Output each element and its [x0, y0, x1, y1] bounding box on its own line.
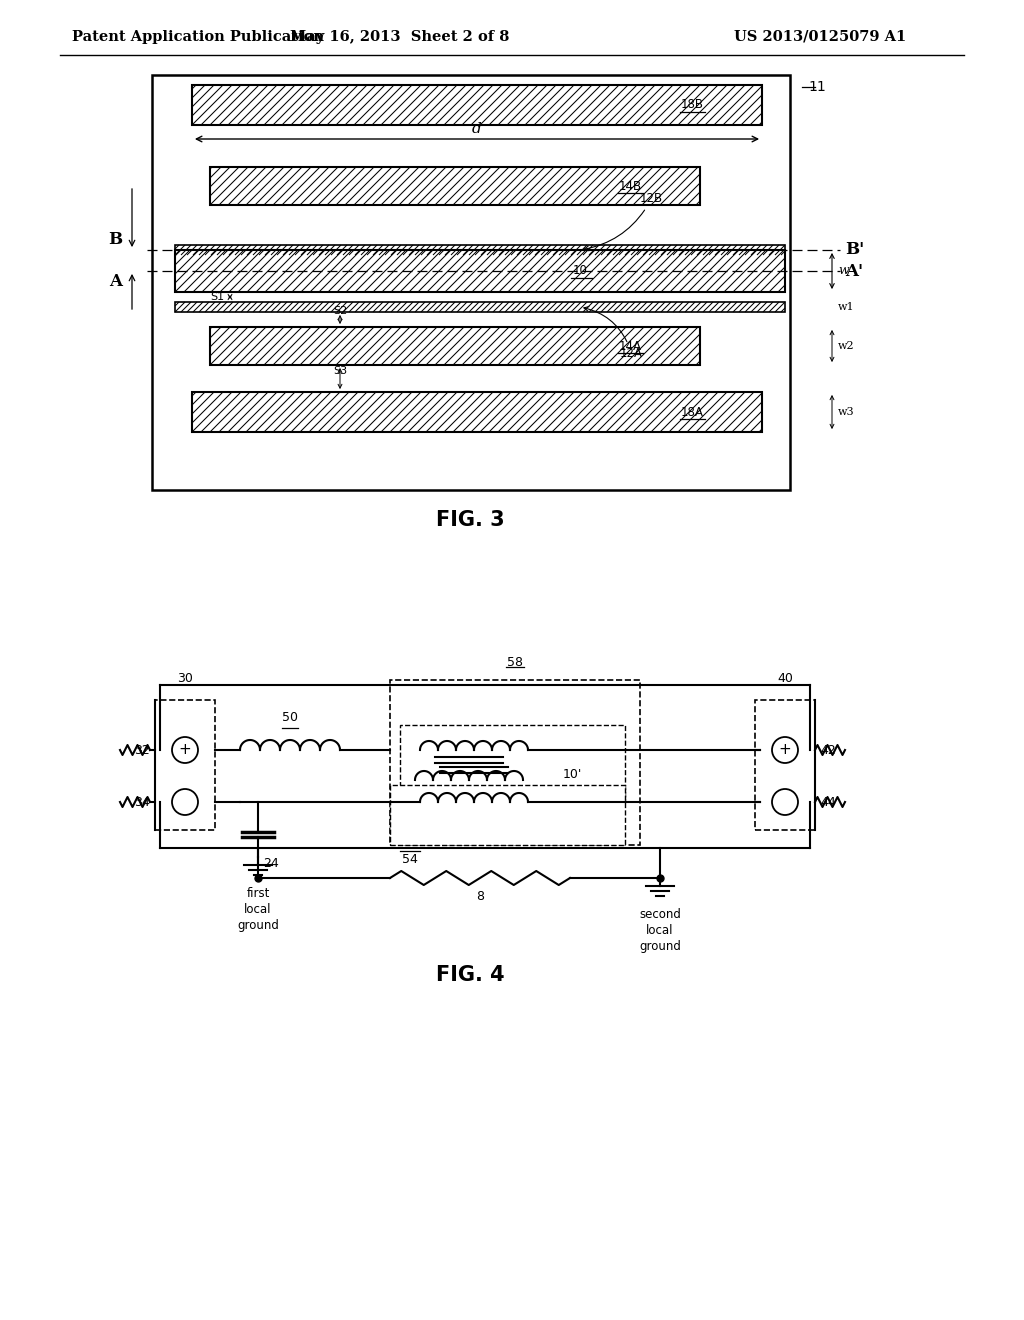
- Text: 58: 58: [507, 656, 523, 668]
- Bar: [175, 246, 785, 255]
- Text: B': B': [845, 242, 864, 259]
- Bar: [755, 700, 815, 830]
- Text: FIG. 3: FIG. 3: [435, 510, 504, 531]
- Text: 32: 32: [134, 743, 150, 756]
- Text: Patent Application Publication: Patent Application Publication: [72, 30, 324, 44]
- Text: S2: S2: [333, 306, 347, 317]
- Text: FIG. 4: FIG. 4: [435, 965, 504, 985]
- Text: 14A: 14A: [618, 339, 641, 352]
- Text: 40: 40: [777, 672, 793, 685]
- Bar: [390, 680, 640, 845]
- Text: first
local
ground: first local ground: [238, 887, 279, 932]
- Text: 42: 42: [820, 743, 836, 756]
- Text: w1: w1: [838, 302, 855, 312]
- Bar: [175, 302, 785, 312]
- Text: 12B: 12B: [584, 191, 664, 251]
- Text: 14B: 14B: [618, 180, 642, 193]
- Text: 14': 14': [568, 789, 587, 803]
- Bar: [175, 249, 785, 292]
- Bar: [390, 785, 625, 845]
- Bar: [210, 327, 700, 366]
- Bar: [210, 168, 700, 205]
- Text: B: B: [108, 231, 122, 248]
- Text: d: d: [472, 121, 482, 136]
- Text: S3: S3: [333, 366, 347, 375]
- Text: w3: w3: [838, 407, 855, 417]
- Text: 50: 50: [282, 711, 298, 723]
- Text: 10': 10': [563, 767, 583, 780]
- Bar: [193, 84, 762, 125]
- Text: US 2013/0125079 A1: US 2013/0125079 A1: [734, 30, 906, 44]
- Bar: [152, 75, 790, 490]
- Text: 24: 24: [263, 857, 279, 870]
- Text: A': A': [845, 263, 863, 280]
- Text: 10: 10: [572, 264, 588, 277]
- Text: A: A: [109, 272, 122, 289]
- Text: w2: w2: [838, 341, 855, 351]
- Text: 11: 11: [808, 81, 825, 94]
- Text: 8: 8: [476, 890, 484, 903]
- Text: S1: S1: [210, 292, 224, 302]
- Text: +: +: [178, 742, 191, 756]
- Text: May 16, 2013  Sheet 2 of 8: May 16, 2013 Sheet 2 of 8: [291, 30, 510, 44]
- Text: 30: 30: [177, 672, 193, 685]
- Bar: [400, 725, 625, 800]
- Text: w: w: [838, 264, 849, 277]
- Text: 18': 18': [568, 738, 588, 751]
- Text: 18B: 18B: [681, 99, 703, 111]
- Bar: [193, 392, 762, 432]
- Text: 54: 54: [402, 853, 418, 866]
- Text: 12A: 12A: [584, 306, 643, 360]
- Text: 44: 44: [820, 796, 836, 808]
- Bar: [155, 700, 215, 830]
- Text: second
local
ground: second local ground: [639, 908, 681, 953]
- Text: 34: 34: [134, 796, 150, 808]
- Text: 18A: 18A: [681, 405, 703, 418]
- Text: +: +: [778, 742, 792, 756]
